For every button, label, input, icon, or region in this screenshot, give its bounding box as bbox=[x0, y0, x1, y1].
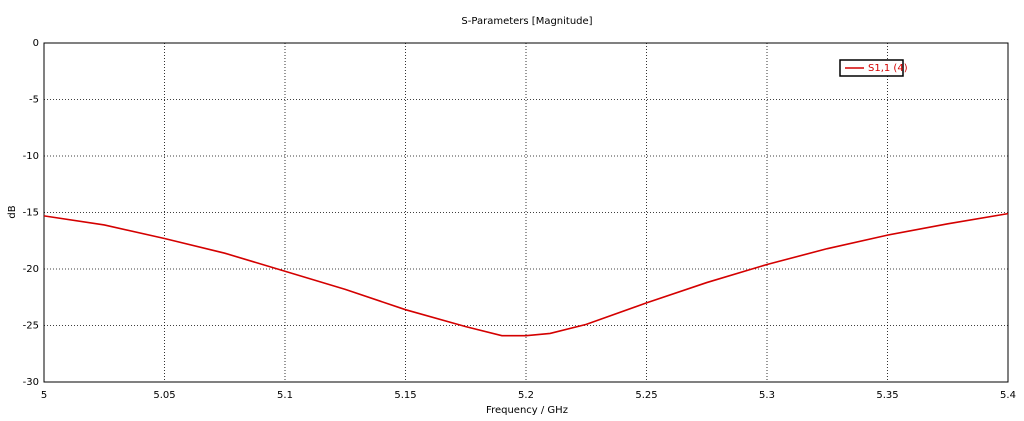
x-tick-label: 5.2 bbox=[518, 390, 534, 401]
chart-title: S-Parameters [Magnitude] bbox=[461, 16, 592, 27]
y-tick-label: -20 bbox=[23, 264, 39, 275]
x-tick-label: 5.05 bbox=[153, 390, 175, 401]
x-tick-label: 5.35 bbox=[876, 390, 898, 401]
plot-frame bbox=[43, 42, 1009, 383]
y-tick-label: -15 bbox=[23, 208, 39, 219]
x-tick-label: 5 bbox=[41, 390, 47, 401]
x-tick-label: 5.15 bbox=[394, 390, 416, 401]
legend-box bbox=[839, 59, 904, 77]
y-tick-label: 0 bbox=[33, 38, 39, 49]
y-axis-label: dB bbox=[7, 205, 18, 218]
y-tick-label: -30 bbox=[23, 377, 39, 388]
legend-label: S1,1 (4) bbox=[868, 63, 908, 74]
x-tick-label: 5.3 bbox=[759, 390, 775, 401]
x-axis-label: Frequency / GHz bbox=[486, 405, 568, 416]
series-line bbox=[43, 212, 1009, 337]
x-tick-label: 5.4 bbox=[1000, 390, 1016, 401]
x-tick-label: 5.1 bbox=[277, 390, 293, 401]
y-tick-label: -5 bbox=[29, 95, 39, 106]
y-tick-label: -10 bbox=[23, 151, 39, 162]
x-tick-label: 5.25 bbox=[635, 390, 657, 401]
y-tick-label: -25 bbox=[23, 321, 39, 332]
